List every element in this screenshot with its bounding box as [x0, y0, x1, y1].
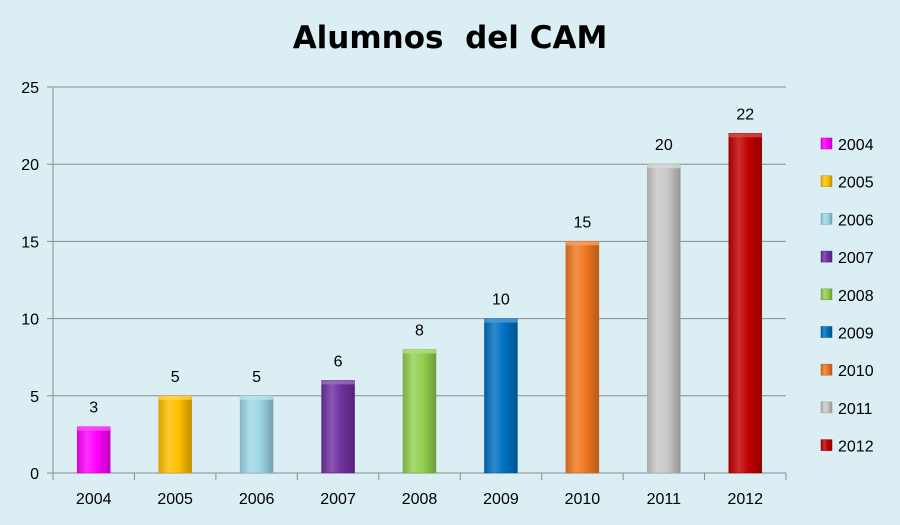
data-label: 3	[89, 400, 98, 417]
y-tick-label: 5	[30, 389, 39, 406]
legend-swatch	[820, 175, 833, 187]
data-label: 5	[252, 369, 261, 386]
legend-entry: 2008	[838, 288, 874, 305]
bar-2004	[76, 426, 111, 474]
legend-entry: 2012	[838, 439, 874, 456]
bar-bevel-top	[403, 349, 436, 354]
bar-2007	[321, 380, 355, 474]
x-tick-label: 2007	[320, 491, 356, 508]
legend-entry: 2010	[838, 363, 874, 380]
bar-bevel-top	[321, 380, 355, 385]
data-label: 20	[655, 137, 673, 154]
bar-2012	[728, 133, 763, 474]
legend-entry: 2006	[838, 212, 874, 229]
data-label: 15	[573, 214, 591, 231]
y-tick-label: 10	[21, 312, 39, 329]
legend-swatch	[820, 326, 833, 338]
legend-swatch	[820, 250, 833, 263]
x-tick-label: 2006	[239, 491, 275, 508]
y-tick-label: 0	[30, 466, 39, 483]
bar-bevel-top	[158, 395, 192, 400]
x-tick-label: 2012	[727, 491, 763, 508]
x-tick-label: 2005	[157, 491, 193, 508]
bar-bevel-top	[565, 241, 599, 246]
data-label: 22	[736, 106, 754, 123]
bar-bevel-top	[77, 426, 111, 431]
bar-2009	[484, 318, 518, 474]
bar-2011	[647, 163, 681, 474]
y-tick-label: 20	[21, 157, 39, 174]
legend-swatch	[820, 288, 833, 301]
legend-entry: 2004	[838, 137, 874, 154]
x-tick-label: 2009	[483, 491, 519, 508]
bar-bevel-top	[728, 133, 762, 138]
bar-2010	[565, 241, 600, 474]
y-tick-label: 25	[21, 80, 39, 97]
x-tick-label: 2008	[402, 491, 438, 508]
data-label: 8	[415, 322, 424, 339]
x-tick-label: 2004	[76, 491, 112, 508]
legend-swatch	[820, 213, 833, 225]
legend-entry: 2009	[838, 326, 874, 343]
legend-entry: 2005	[838, 175, 874, 192]
legend-entry: 2007	[838, 250, 874, 267]
legend-swatch	[820, 137, 833, 150]
bar-bevel-top	[240, 395, 274, 400]
x-tick-label: 2010	[565, 491, 601, 508]
bar-bevel-top	[647, 164, 681, 169]
bar-2008	[402, 349, 437, 474]
data-label: 6	[334, 353, 343, 370]
y-tick-label: 15	[21, 234, 39, 251]
legend-swatch	[820, 401, 833, 414]
bar-2005	[158, 395, 192, 474]
data-label: 5	[171, 369, 180, 386]
legend-swatch	[820, 363, 833, 376]
data-label: 10	[492, 292, 510, 309]
bar-bevel-top	[484, 318, 518, 323]
x-tick-label: 2011	[647, 491, 682, 508]
legend-entry: 2011	[838, 401, 873, 418]
legend-swatch	[820, 439, 833, 451]
bar-2006	[239, 395, 274, 474]
chart-title: Alumnos del CAM	[292, 20, 608, 56]
